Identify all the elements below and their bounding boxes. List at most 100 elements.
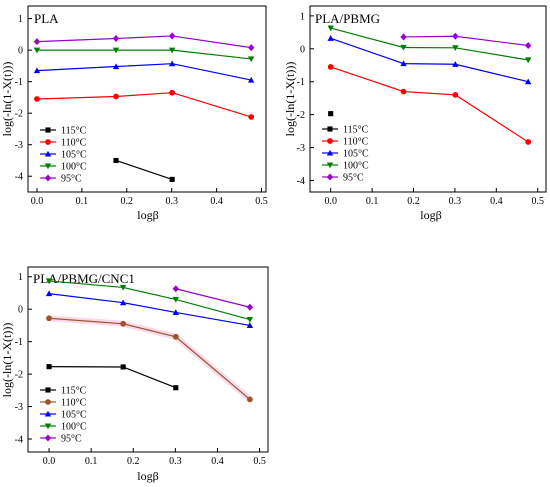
legend-marker bbox=[326, 162, 334, 169]
series-group bbox=[327, 25, 532, 145]
data-point-100c bbox=[524, 57, 532, 64]
y-tick-label: -4 bbox=[15, 435, 23, 446]
x-axis-label: logβ bbox=[137, 469, 158, 483]
y-tick-label: 1 bbox=[18, 14, 23, 25]
plot-frame bbox=[27, 266, 269, 453]
series-line-110c bbox=[49, 317, 251, 400]
x-tick-label: 0.3 bbox=[169, 456, 182, 467]
legend-marker bbox=[44, 150, 52, 157]
legend-label: 110°C bbox=[61, 138, 87, 149]
x-axis-label: logβ bbox=[137, 208, 158, 222]
series-line-95c bbox=[36, 35, 252, 49]
data-point-100c bbox=[452, 45, 459, 52]
x-ticks: 0.0 0.1 0.2 0.3 0.4 0.5 bbox=[31, 188, 268, 207]
data-point-110c bbox=[525, 139, 532, 145]
series-line-110c bbox=[36, 92, 252, 118]
data-point-105c bbox=[168, 60, 176, 67]
data-point-110c bbox=[113, 93, 119, 100]
legend-label: 100°C bbox=[61, 422, 87, 433]
series-line-100c bbox=[49, 280, 251, 321]
legend-marker bbox=[327, 138, 333, 144]
legend-label: 110°C bbox=[61, 398, 87, 409]
data-point-105c bbox=[247, 76, 255, 83]
data-point-110c bbox=[248, 114, 255, 120]
data-point-115c bbox=[113, 157, 119, 164]
x-ticks: 0.0 0.1 0.2 0.3 0.4 0.5 bbox=[43, 448, 266, 467]
legend-marker bbox=[327, 126, 333, 132]
legend-marker bbox=[44, 410, 52, 417]
legend-label: 110°C bbox=[343, 137, 369, 148]
x-tick-label: 0.0 bbox=[324, 196, 337, 207]
data-point-105c bbox=[45, 290, 53, 297]
y-tick-label: -1 bbox=[15, 77, 23, 88]
data-point-95c bbox=[524, 41, 532, 50]
data-point-100c bbox=[33, 47, 41, 54]
x-tick-label: 0.0 bbox=[31, 196, 44, 207]
series-line-105c bbox=[330, 37, 529, 83]
data-point-110c bbox=[46, 315, 52, 322]
panel-pla-pbmg-cnc1: PLA/PBMG/CNC1 log(-ln(1-X(t))) logβ 0.0 0… bbox=[0, 266, 269, 483]
y-tick-label: 1 bbox=[18, 272, 23, 283]
data-point-110c bbox=[400, 88, 407, 95]
legend-label: 115°C bbox=[61, 386, 87, 397]
y-tick-label: -4 bbox=[297, 176, 305, 187]
x-tick-label: 0.4 bbox=[210, 196, 223, 207]
legend-label: 95°C bbox=[61, 434, 82, 445]
legend-label: 100°C bbox=[61, 162, 87, 173]
x-tick-label: 0.2 bbox=[121, 196, 134, 207]
data-point-95c bbox=[400, 33, 407, 41]
data-point-105c bbox=[172, 309, 179, 315]
legend-marker bbox=[45, 399, 51, 405]
data-point-110c bbox=[327, 64, 334, 70]
legend-label: 95°C bbox=[343, 173, 364, 184]
y-tick-label: -1 bbox=[297, 77, 305, 88]
y-axis-label: log(-ln(1-X(t))) bbox=[0, 323, 14, 398]
data-point-110c bbox=[120, 320, 127, 327]
data-point-100c bbox=[168, 47, 176, 54]
y-tick-label: -2 bbox=[15, 370, 23, 381]
data-point-105c bbox=[119, 299, 127, 306]
legend-marker bbox=[44, 434, 52, 442]
x-tick-label: 0.2 bbox=[127, 456, 140, 467]
y-tick-label: -4 bbox=[15, 172, 23, 183]
x-tick-label: 0.0 bbox=[43, 456, 56, 467]
legend-label: 105°C bbox=[61, 410, 87, 421]
data-point-100c bbox=[247, 56, 255, 63]
series-group bbox=[33, 32, 255, 182]
y-tick-label: -3 bbox=[297, 143, 305, 154]
x-tick-label: 0.1 bbox=[366, 196, 379, 207]
data-point-110c bbox=[452, 92, 459, 98]
legend-marker bbox=[44, 423, 52, 430]
legend-label: 115°C bbox=[343, 125, 369, 136]
legend-label: 105°C bbox=[61, 150, 87, 161]
legend-marker bbox=[45, 387, 51, 393]
panel-pla: PLA log(-ln(1-X(t))) logβ 0.0 0.1 0.2 0.3 0.… bbox=[0, 5, 268, 222]
legend-marker bbox=[44, 163, 52, 170]
data-point-100c bbox=[172, 296, 179, 303]
legend-label: 100°C bbox=[343, 161, 369, 172]
series-line-105c bbox=[48, 293, 250, 327]
x-tick-label: 0.4 bbox=[490, 196, 503, 207]
x-tick-label: 0.5 bbox=[253, 456, 266, 467]
data-point-95c bbox=[168, 32, 176, 40]
data-point-115c bbox=[328, 111, 334, 117]
data-point-100c bbox=[246, 317, 254, 323]
x-tick-label: 0.5 bbox=[255, 196, 268, 207]
data-point-100c bbox=[327, 25, 334, 32]
panel-title: PLA bbox=[34, 11, 59, 26]
data-point-105c bbox=[33, 67, 41, 74]
data-point-105c bbox=[524, 78, 532, 85]
data-point-115c bbox=[169, 176, 175, 182]
plot-frame bbox=[309, 5, 547, 193]
x-ticks: 0.0 0.1 0.2 0.3 0.4 0.5 bbox=[324, 188, 544, 207]
x-tick-label: 0.5 bbox=[531, 196, 544, 207]
data-point-110c bbox=[34, 96, 40, 102]
data-point-115c bbox=[120, 364, 126, 370]
legend-marker bbox=[326, 149, 334, 156]
series-group bbox=[45, 278, 254, 403]
data-point-100c bbox=[119, 284, 127, 291]
